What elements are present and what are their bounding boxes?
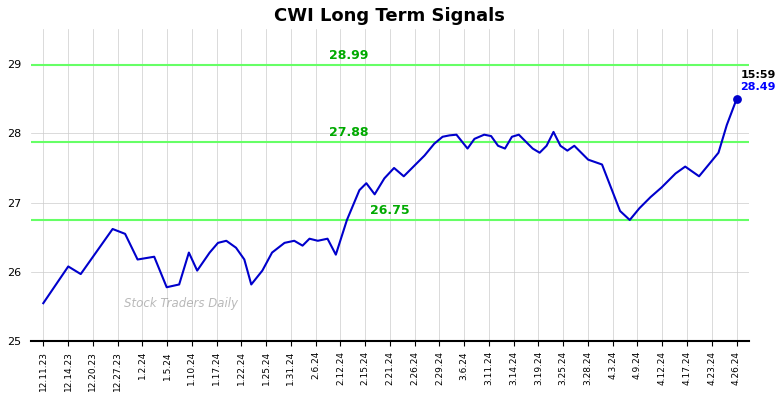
Text: 28.49: 28.49: [740, 82, 775, 92]
Point: [730, 96, 742, 103]
Title: CWI Long Term Signals: CWI Long Term Signals: [274, 7, 506, 25]
Text: 26.75: 26.75: [370, 204, 410, 217]
Text: 28.99: 28.99: [328, 49, 368, 62]
Text: 27.88: 27.88: [328, 126, 368, 139]
Text: 15:59: 15:59: [740, 70, 775, 80]
Text: Stock Traders Daily: Stock Traders Daily: [124, 297, 238, 310]
